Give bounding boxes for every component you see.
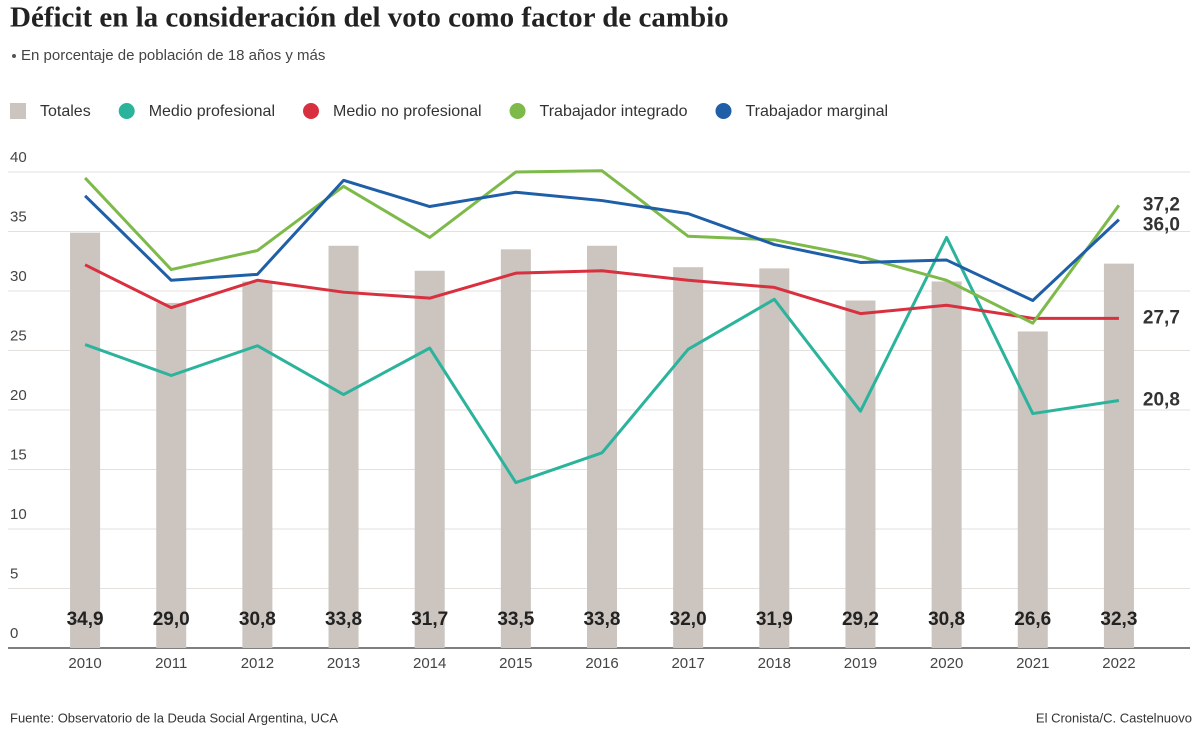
line xyxy=(83,169,1121,325)
legend-marker xyxy=(118,103,135,119)
x-tick-label: 2010 xyxy=(68,655,101,672)
y-tick-label: 35 xyxy=(10,208,27,225)
legend-label: Totales xyxy=(40,103,91,120)
x-tick-label: 2015 xyxy=(499,655,532,672)
end-value-label: 36,0 xyxy=(1143,214,1180,235)
bullet xyxy=(12,54,16,58)
x-tick-label: 2011 xyxy=(155,655,187,672)
bar-value-label: 32,0 xyxy=(670,609,707,630)
x-tick-label: 2017 xyxy=(671,655,704,672)
bar xyxy=(759,268,790,648)
bar-value-label: 33,5 xyxy=(497,609,534,630)
bar xyxy=(242,281,273,648)
bar-value-label: 26,6 xyxy=(1014,609,1051,630)
bar xyxy=(587,245,617,648)
legend-marker xyxy=(10,103,26,119)
bar xyxy=(1103,263,1134,648)
legend-label: Trabajador integrado xyxy=(540,103,688,120)
x-tick-label: 2021 xyxy=(1016,655,1049,672)
bar-value-label: 31,7 xyxy=(411,609,448,630)
bar-value-label: 30,8 xyxy=(239,609,276,630)
source: Fuente: Observatorio de la Deuda Social … xyxy=(10,710,338,725)
end-value-label: 27,7 xyxy=(1143,307,1180,328)
bar xyxy=(845,300,876,648)
x-tick-label: 2013 xyxy=(327,655,360,672)
bar xyxy=(1017,331,1048,648)
bar xyxy=(414,270,445,648)
bar-value-label: 32,3 xyxy=(1100,609,1137,630)
x-tick-label: 2019 xyxy=(844,655,877,672)
bar xyxy=(70,232,101,648)
bar xyxy=(673,267,704,648)
x-tick-label: 2020 xyxy=(930,655,963,672)
x-tick-label: 2018 xyxy=(758,655,791,672)
bar-value-label: 29,0 xyxy=(153,609,190,630)
y-tick-label: 0 xyxy=(10,625,18,642)
y-tick-label: 10 xyxy=(10,506,27,523)
bar xyxy=(500,249,531,648)
legend-label: Medio no profesional xyxy=(333,103,482,120)
line xyxy=(84,178,1120,303)
legend-label: Medio profesional xyxy=(149,103,275,120)
bar xyxy=(931,281,962,648)
line xyxy=(84,235,1120,485)
y-tick-label: 25 xyxy=(10,327,27,344)
legend-label: Trabajador marginal xyxy=(746,103,889,120)
end-value-label: 37,2 xyxy=(1143,194,1180,215)
x-tick-label: 2022 xyxy=(1102,655,1135,672)
y-tick-label: 40 xyxy=(10,149,27,166)
bar-value-label: 29,2 xyxy=(842,609,879,630)
x-tick-label: 2016 xyxy=(585,655,618,672)
end-value-label: 20,8 xyxy=(1143,389,1180,410)
bar-value-label: 31,9 xyxy=(756,609,793,630)
bar xyxy=(156,302,187,648)
y-tick-label: 30 xyxy=(10,268,27,285)
y-tick-label: 15 xyxy=(10,446,27,463)
bar xyxy=(328,245,359,648)
y-tick-label: 20 xyxy=(10,387,27,404)
bar-value-label: 34,9 xyxy=(67,609,104,630)
legend-marker xyxy=(509,103,526,119)
bar-value-label: 30,8 xyxy=(928,609,965,630)
y-tick-label: 5 xyxy=(10,565,18,582)
x-tick-label: 2012 xyxy=(241,655,274,672)
bar-value-label: 33,8 xyxy=(325,609,362,630)
x-tick-label: 2014 xyxy=(413,655,446,672)
bar-value-label: 33,8 xyxy=(584,609,621,630)
chart-title: Déficit en la consideración del voto com… xyxy=(10,2,729,34)
subtitle: En porcentaje de población de 18 años y … xyxy=(21,47,325,64)
line xyxy=(84,263,1119,320)
legend-marker xyxy=(303,103,319,119)
credit: El Cronista/C. Castelnuovo xyxy=(1036,710,1192,725)
legend-marker xyxy=(715,103,732,119)
